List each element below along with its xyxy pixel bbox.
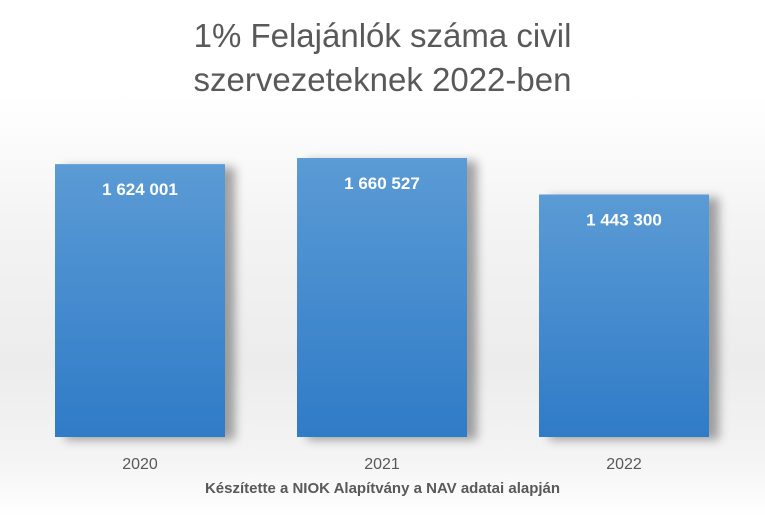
bar-2021 [297, 158, 467, 437]
bar-2022 [539, 194, 709, 437]
chart-title: 1% Felajánlók száma civil szervezeteknek… [0, 14, 765, 102]
x-tick-label-2022: 2022 [606, 456, 642, 473]
x-tick-label-2020: 2020 [122, 456, 158, 473]
chart-title-line-2: szervezeteknek 2022-ben [193, 61, 572, 98]
bar-2020 [55, 164, 225, 437]
data-label-2021: 1 660 527 [344, 174, 420, 193]
source-note: Készítette a NIOK Alapítvány a NAV adata… [204, 480, 561, 497]
x-tick-label-2021: 2021 [364, 456, 400, 473]
chart-title-line-1: 1% Felajánlók száma civil [193, 17, 572, 54]
data-label-2020: 1 624 001 [102, 180, 178, 199]
data-label-2022: 1 443 300 [586, 210, 662, 229]
